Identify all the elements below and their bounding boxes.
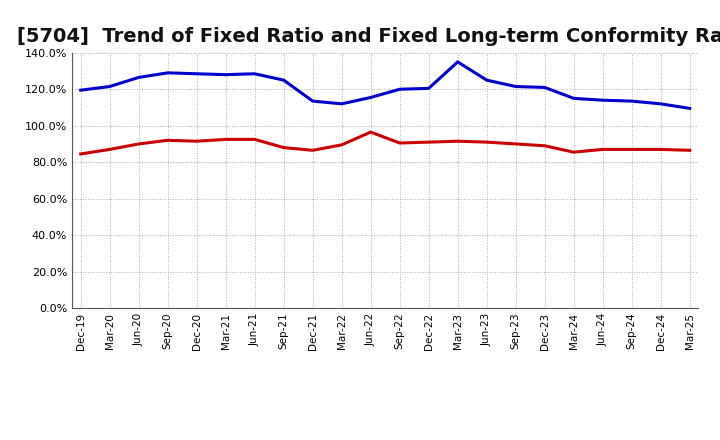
Fixed Long-term Conformity Ratio bbox=[424, 139, 433, 145]
Fixed Ratio bbox=[570, 96, 578, 101]
Fixed Long-term Conformity Ratio bbox=[279, 145, 288, 150]
Title: [5704]  Trend of Fixed Ratio and Fixed Long-term Conformity Ratio: [5704] Trend of Fixed Ratio and Fixed Lo… bbox=[17, 27, 720, 46]
Fixed Long-term Conformity Ratio bbox=[366, 129, 375, 135]
Fixed Long-term Conformity Ratio bbox=[76, 151, 85, 157]
Fixed Long-term Conformity Ratio bbox=[221, 137, 230, 142]
Fixed Long-term Conformity Ratio bbox=[598, 147, 607, 152]
Fixed Long-term Conformity Ratio bbox=[685, 148, 694, 153]
Fixed Long-term Conformity Ratio bbox=[454, 139, 462, 144]
Fixed Long-term Conformity Ratio bbox=[308, 148, 317, 153]
Fixed Long-term Conformity Ratio bbox=[657, 147, 665, 152]
Fixed Ratio bbox=[251, 71, 259, 77]
Fixed Ratio bbox=[541, 85, 549, 90]
Fixed Ratio bbox=[308, 99, 317, 104]
Fixed Ratio bbox=[598, 98, 607, 103]
Line: Fixed Long-term Conformity Ratio: Fixed Long-term Conformity Ratio bbox=[81, 132, 690, 154]
Fixed Ratio bbox=[395, 87, 404, 92]
Fixed Ratio bbox=[135, 75, 143, 80]
Fixed Ratio bbox=[105, 84, 114, 89]
Fixed Long-term Conformity Ratio bbox=[395, 140, 404, 146]
Fixed Long-term Conformity Ratio bbox=[192, 139, 201, 144]
Fixed Long-term Conformity Ratio bbox=[135, 141, 143, 147]
Fixed Long-term Conformity Ratio bbox=[511, 141, 520, 147]
Fixed Ratio bbox=[366, 95, 375, 100]
Fixed Ratio bbox=[511, 84, 520, 89]
Fixed Ratio bbox=[163, 70, 172, 76]
Fixed Ratio bbox=[627, 99, 636, 104]
Fixed Long-term Conformity Ratio bbox=[570, 150, 578, 155]
Line: Fixed Ratio: Fixed Ratio bbox=[81, 62, 690, 108]
Fixed Ratio bbox=[482, 77, 491, 83]
Fixed Long-term Conformity Ratio bbox=[541, 143, 549, 148]
Fixed Ratio bbox=[76, 88, 85, 93]
Fixed Ratio bbox=[685, 106, 694, 111]
Fixed Ratio bbox=[454, 59, 462, 65]
Fixed Ratio bbox=[279, 77, 288, 83]
Fixed Long-term Conformity Ratio bbox=[338, 142, 346, 147]
Fixed Ratio bbox=[192, 71, 201, 77]
Fixed Long-term Conformity Ratio bbox=[482, 139, 491, 145]
Fixed Ratio bbox=[338, 101, 346, 106]
Fixed Long-term Conformity Ratio bbox=[105, 147, 114, 152]
Fixed Long-term Conformity Ratio bbox=[627, 147, 636, 152]
Fixed Long-term Conformity Ratio bbox=[251, 137, 259, 142]
Fixed Ratio bbox=[424, 86, 433, 91]
Fixed Ratio bbox=[657, 101, 665, 106]
Fixed Ratio bbox=[221, 72, 230, 77]
Fixed Long-term Conformity Ratio bbox=[163, 138, 172, 143]
